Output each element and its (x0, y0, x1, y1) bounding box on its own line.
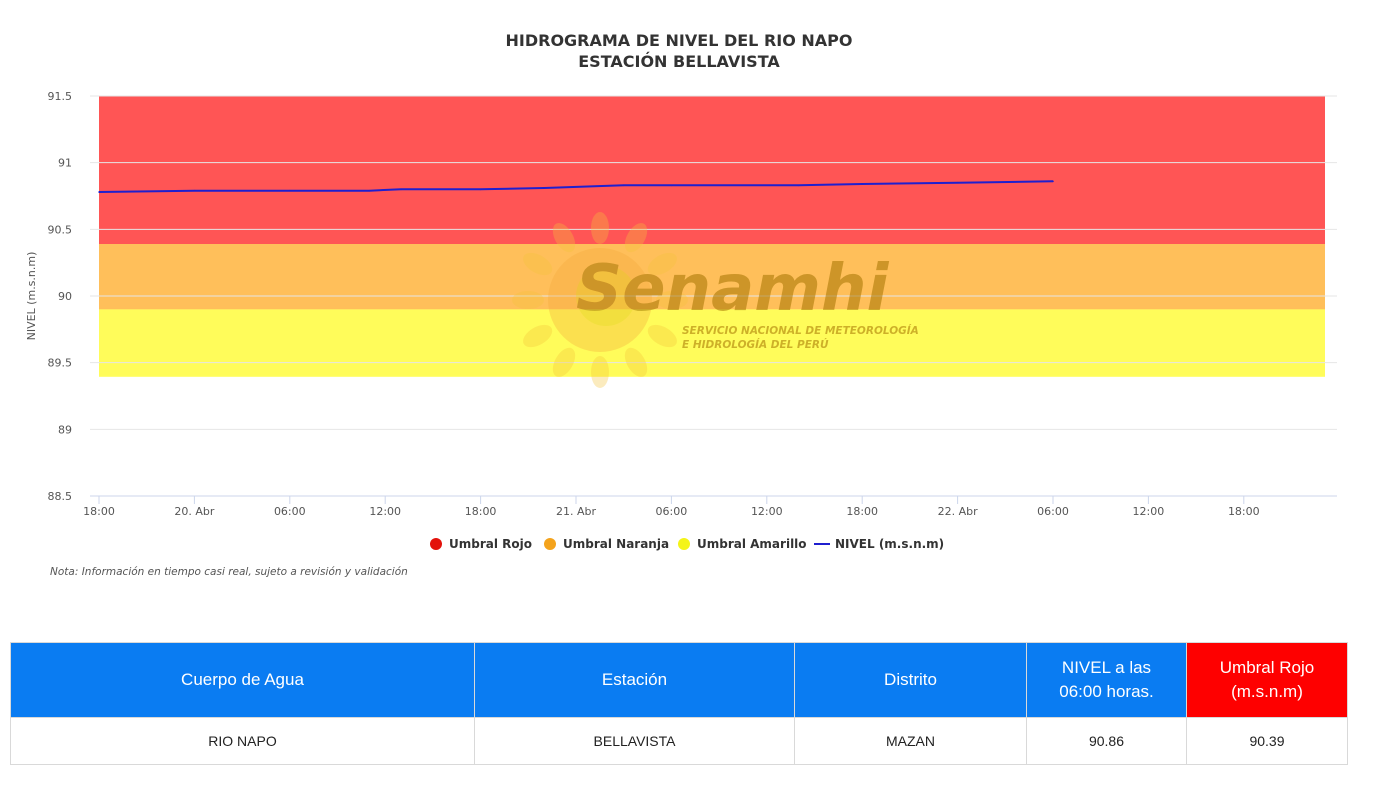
y-tick-label: 90.5 (48, 223, 73, 236)
senamhi-brand: Senamhi (576, 252, 890, 326)
cell-nivel: 90.86 (1026, 717, 1187, 765)
data-point (479, 188, 482, 191)
threshold-band-0 (99, 96, 1325, 244)
x-tick-label: 18:00 (465, 505, 497, 518)
data-point (193, 189, 196, 192)
y-tick-label: 90 (58, 290, 72, 303)
x-tick-label: 18:00 (1228, 505, 1260, 518)
sun-ray (647, 324, 677, 348)
data-point (98, 191, 100, 193)
data-point (400, 188, 402, 191)
x-tick-label: 18:00 (83, 505, 115, 518)
legend-label-0: Umbral Rojo (449, 537, 532, 551)
senamhi-watermark: Senamhi SERVICIO NACIONAL DE METEOROLOGÍ… (512, 212, 919, 388)
data-point (956, 181, 959, 184)
x-tick-label: 21. Abr (556, 505, 596, 518)
legend-marker-1 (544, 538, 556, 550)
table-row: RIO NAPO BELLAVISTA MAZAN 90.86 90.39 (10, 717, 1348, 765)
sun-ray (512, 291, 544, 309)
x-tick-label: 12:00 (751, 505, 783, 518)
table-header-row: Cuerpo de Agua Estación Distrito NIVEL a… (10, 642, 1348, 718)
x-tick-label: 06:00 (274, 505, 306, 518)
y-tick-label: 91 (58, 157, 72, 170)
threshold-band-1 (99, 244, 1325, 310)
y-axis-label: NIVEL (m.s.n.m) (25, 252, 38, 341)
header-nivel: NIVEL a las 06:00 horas. (1026, 642, 1187, 718)
senamhi-line2: E HIDROLOGÍA DEL PERÚ (682, 338, 829, 351)
header-estacion: Estación (474, 642, 795, 718)
sun-ray (591, 212, 609, 244)
sun-ray (591, 356, 609, 388)
y-tick-label: 91.5 (48, 90, 73, 103)
y-tick-label: 89 (58, 423, 72, 436)
sun-ray (552, 223, 576, 253)
station-table: Cuerpo de Agua Estación Distrito NIVEL a… (10, 642, 1348, 765)
hydrograph-chart: HIDROGRAMA DE NIVEL DEL RIO NAPO ESTACIÓ… (25, 31, 1337, 551)
header-cuerpo-de-agua: Cuerpo de Agua (10, 642, 475, 718)
sun-ray (624, 223, 648, 253)
sun-ray (552, 347, 576, 377)
x-tick-label: 12:00 (1133, 505, 1165, 518)
sun-logo-icon (512, 212, 688, 388)
cell-umbral-rojo: 90.39 (1186, 717, 1348, 765)
y-tick-label: 88.5 (48, 490, 73, 503)
x-tick-label: 22. Abr (938, 505, 978, 518)
x-tick-label: 12:00 (369, 505, 401, 518)
data-point (289, 189, 291, 192)
sun-ray (624, 347, 648, 377)
legend-label-2: Umbral Amarillo (697, 537, 807, 551)
data-point (797, 184, 800, 187)
sun-ray (647, 252, 677, 276)
data-point (368, 189, 371, 192)
header-umbral-rojo: Umbral Rojo (m.s.n.m) (1186, 642, 1348, 718)
threshold-band-2 (99, 309, 1325, 376)
data-point (861, 183, 863, 185)
legend-marker-2 (678, 538, 690, 550)
x-tick-label: 06:00 (656, 505, 688, 518)
x-tick-label: 18:00 (846, 505, 878, 518)
data-point (543, 187, 545, 189)
chart-container: HIDROGRAMA DE NIVEL DEL RIO NAPO ESTACIÓ… (25, 31, 1337, 578)
cell-estacion: BELLAVISTA (474, 717, 795, 765)
header-distrito: Distrito (794, 642, 1027, 718)
sun-ray (523, 324, 553, 348)
data-point (1052, 180, 1054, 183)
cell-cuerpo-de-agua: RIO NAPO (10, 717, 475, 765)
legend-label-3: NIVEL (m.s.n.m) (835, 537, 944, 551)
legend-label-1: Umbral Naranja (563, 537, 669, 551)
y-tick-label: 89.5 (48, 357, 73, 370)
cell-distrito: MAZAN (794, 717, 1027, 765)
data-point (622, 184, 625, 187)
sun-ray (523, 252, 553, 276)
x-tick-label: 20. Abr (174, 505, 214, 518)
chart-note: Nota: Información en tiempo casi real, s… (50, 566, 408, 578)
chart-title: HIDROGRAMA DE NIVEL DEL RIO NAPO (506, 31, 853, 50)
senamhi-line1: SERVICIO NACIONAL DE METEOROLOGÍA (682, 324, 919, 337)
data-point (670, 184, 673, 187)
x-tick-label: 06:00 (1037, 505, 1069, 518)
legend-marker-0 (430, 538, 442, 550)
chart-subtitle: ESTACIÓN BELLAVISTA (578, 52, 780, 71)
sun-ray (656, 291, 688, 309)
